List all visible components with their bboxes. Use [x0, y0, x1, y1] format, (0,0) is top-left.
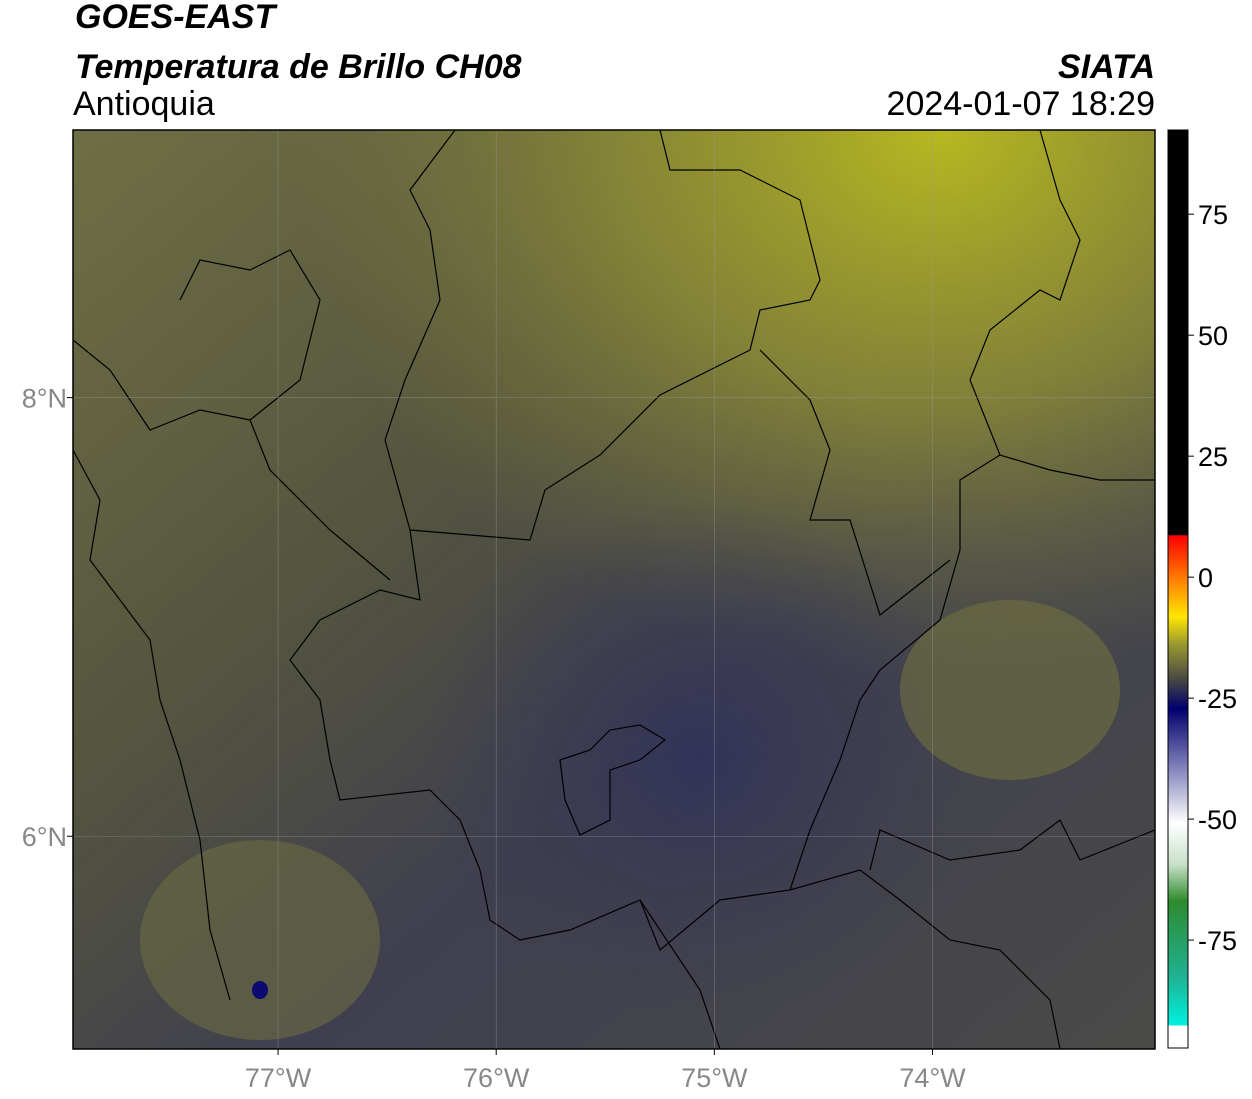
y-tick-label: 8°N [22, 384, 67, 414]
x-tick-label: 77°W [245, 1063, 312, 1093]
colorbar-tick-label: -25 [1198, 684, 1237, 714]
colorbar-tick-label: 75 [1198, 200, 1228, 230]
map-image [73, 130, 1155, 1049]
x-tick-label: 75°W [681, 1063, 748, 1093]
colorbar [1167, 129, 1189, 1049]
colorbar-tick-label: -75 [1198, 926, 1237, 956]
colorbar-tick-label: 25 [1198, 442, 1228, 472]
colorbar-tick-label: -50 [1198, 805, 1237, 835]
datetime: 2024-01-07 18:29 [887, 85, 1155, 123]
colorbar-tick-label: 50 [1198, 321, 1228, 351]
region: Antioquia [73, 85, 215, 123]
subtitle: Temperatura de Brillo CH08 [75, 48, 522, 86]
title: GOES-EAST [75, 0, 278, 36]
x-tick-label: 74°W [899, 1063, 966, 1093]
axes: 77°W 76°W 75°W 74°W 8°N 6°N 75 50 25 0 -25 -50 -75 [22, 200, 1237, 1093]
map-frame [72, 129, 1156, 1050]
y-tick-label: 6°N [22, 822, 67, 852]
map-grid [73, 130, 1155, 1049]
source: SIATA [1058, 48, 1155, 86]
colorbar-tick-label: 0 [1198, 563, 1213, 593]
x-tick-label: 76°W [463, 1063, 530, 1093]
